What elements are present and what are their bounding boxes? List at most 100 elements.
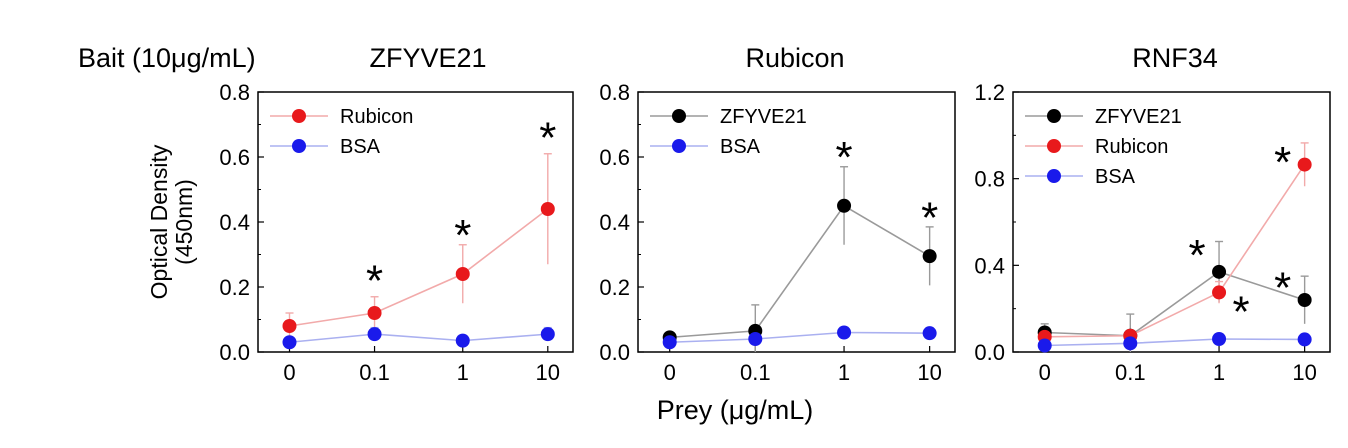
y-tick-label: 0.4: [974, 253, 1005, 278]
data-point: [1297, 157, 1312, 172]
y-axis-label: Optical Density (450nm): [146, 144, 197, 299]
chart-title: RNF34: [1132, 43, 1218, 73]
data-point: [1212, 285, 1227, 300]
significance-asterisk: *: [454, 211, 471, 260]
series-line: [289, 208, 549, 327]
series-line: [669, 331, 930, 344]
data-point: [922, 326, 937, 341]
legend-marker: [672, 109, 686, 123]
series-bsa: [1037, 332, 1312, 353]
x-tick-label: 0: [664, 360, 676, 385]
x-tick-label: 0.1: [359, 360, 390, 385]
data-point: [540, 202, 555, 216]
chart-title: Rubicon: [745, 43, 844, 73]
y-tick-label: 0.6: [599, 145, 630, 170]
data-point: [367, 327, 382, 342]
chart-title: ZFYVE21: [369, 43, 486, 73]
plot-frame: [637, 91, 956, 353]
legend-label: Rubicon: [1095, 136, 1168, 158]
legend-label: ZFYVE21: [720, 106, 807, 128]
legend-label: BSA: [1095, 166, 1136, 188]
series-line: [669, 204, 931, 339]
y-tick-label: 0.4: [219, 210, 250, 235]
series-line: [1044, 164, 1306, 338]
legend-marker: [1047, 109, 1061, 123]
series-line: [1044, 338, 1305, 347]
y-tick-label: 0.0: [219, 340, 250, 365]
y-tick-label: 0.4: [599, 210, 630, 235]
x-tick-label: 10: [1292, 360, 1316, 385]
data-point: [1297, 332, 1312, 347]
legend-label: Rubicon: [340, 106, 413, 128]
x-tick-label: 1: [1213, 360, 1225, 385]
data-point: [540, 327, 555, 342]
bait-label: Bait (10μg/mL): [78, 43, 256, 73]
data-point: [455, 333, 470, 348]
plot-frame: [1012, 91, 1331, 353]
legend-marker: [1047, 139, 1061, 153]
data-point: [455, 267, 470, 281]
x-axis-label: Prey (μg/mL): [657, 395, 814, 425]
y-tick-label: 0.8: [974, 167, 1005, 192]
legend-label: BSA: [720, 136, 761, 158]
data-point: [748, 332, 763, 346]
data-point: [922, 249, 937, 264]
significance-asterisk: *: [921, 193, 938, 242]
y-tick-label: 0.0: [599, 340, 630, 365]
legend-marker: [672, 139, 686, 153]
data-point: [837, 325, 852, 340]
data-point: [1037, 338, 1052, 353]
data-point: [662, 335, 677, 350]
data-point: [282, 335, 297, 350]
data-point: [1123, 336, 1138, 351]
legend-marker: [292, 109, 306, 123]
significance-asterisk: *: [539, 114, 556, 163]
panel-rubicon: Rubicon 0.0 0.2 0.4 0.6 0.8 0 0.1 1 10 ZFYVE21 BSA *…: [599, 43, 956, 385]
data-point: [282, 319, 297, 333]
data-point: [1297, 293, 1312, 307]
significance-asterisk: *: [1274, 264, 1291, 313]
y-tick-label: 0.8: [219, 80, 250, 105]
series-line: [289, 333, 548, 344]
legend: Rubicon BSA: [270, 106, 413, 158]
data-point: [837, 198, 852, 213]
legend-label: BSA: [340, 136, 381, 158]
x-tick-label: 1: [457, 360, 469, 385]
series-zfyve21: [662, 166, 937, 352]
series-rubicon: [282, 153, 555, 339]
significance-asterisk: *: [1232, 288, 1249, 337]
significance-asterisk: *: [366, 257, 383, 306]
x-tick-label: 10: [917, 360, 941, 385]
y-tick-label: 0.2: [219, 275, 250, 300]
legend-label: ZFYVE21: [1095, 106, 1182, 128]
significance-asterisk: *: [1274, 138, 1291, 187]
x-tick-label: 1: [838, 360, 850, 385]
y-axis-label-line1: Optical Density: [146, 144, 172, 299]
significance-asterisk: *: [1188, 231, 1205, 280]
x-tick-label: 0.1: [1115, 360, 1146, 385]
x-tick-label: 0.1: [740, 360, 771, 385]
y-tick-label: 0.8: [599, 80, 630, 105]
y-axis-label-line2: (450nm): [171, 179, 197, 265]
data-point: [1212, 264, 1227, 279]
legend-marker: [1047, 169, 1061, 183]
y-tick-label: 0.0: [974, 340, 1005, 365]
y-tick-label: 0.6: [219, 145, 250, 170]
y-tick-label: 0.2: [599, 275, 630, 300]
series-bsa: [282, 326, 555, 350]
panel-zfyve21: ZFYVE21 0.0 0.2 0.4 0.6 0.8 0 0.1 1 10 Rubicon BSA *…: [219, 43, 574, 385]
legend: ZFYVE21 Rubicon BSA: [1025, 106, 1182, 188]
legend-marker: [292, 139, 306, 153]
data-point: [367, 306, 382, 320]
series-bsa: [662, 325, 937, 350]
plot-frame: [257, 91, 574, 353]
x-tick-label: 10: [536, 360, 560, 385]
significance-asterisk: *: [835, 133, 852, 182]
y-tick-label: 1.2: [974, 80, 1005, 105]
series-zfyve21: [1037, 240, 1312, 352]
data-point: [1212, 332, 1227, 346]
legend: ZFYVE21 BSA: [650, 106, 807, 158]
panel-rnf34: RNF34 0.0 0.4 0.8 1.2 0 0.1 1 10 ZFYVE21 Rubicon BS…: [974, 43, 1331, 385]
series-rubicon: [1037, 142, 1312, 344]
